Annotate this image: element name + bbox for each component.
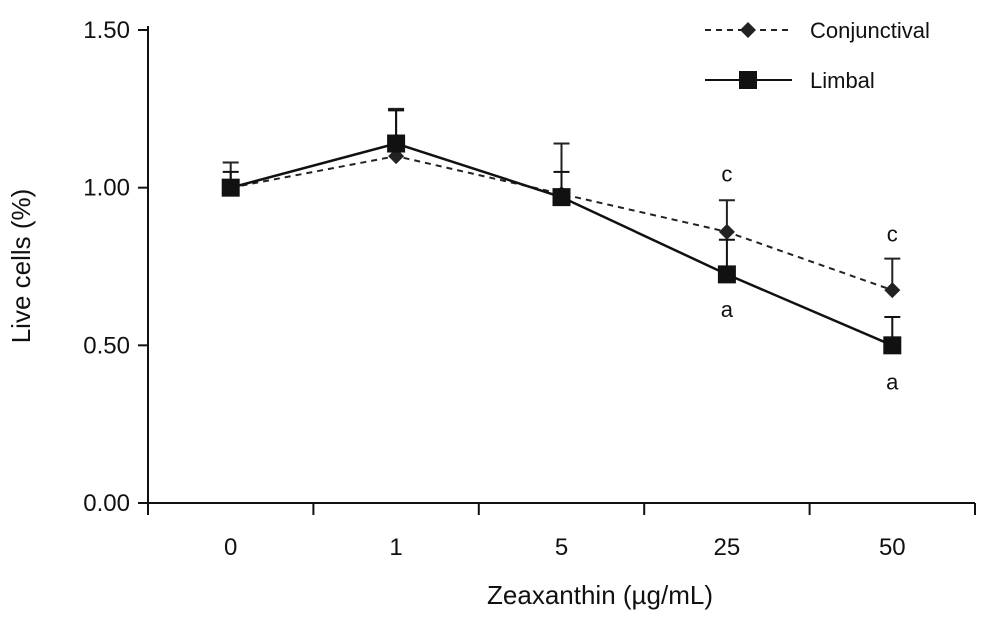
series-layer — [221, 107, 902, 355]
legend-marker — [740, 22, 756, 38]
significance-label: a — [721, 297, 734, 322]
x-tick-label: 50 — [879, 534, 906, 561]
y-axis-title: Live cells (%) — [6, 189, 36, 344]
legend: Conjunctival Limbal — [705, 18, 930, 93]
x-tick-label: 5 — [555, 534, 568, 561]
x-tick-label: 1 — [389, 534, 402, 561]
significance-label: a — [886, 369, 899, 394]
legend-item-conjunctival: Conjunctival — [705, 18, 930, 43]
y-tick-label: 0.50 — [83, 332, 130, 359]
data-point-square — [717, 265, 736, 284]
significance-label: c — [721, 161, 732, 186]
data-point-square — [387, 134, 406, 153]
y-tick-label: 1.50 — [83, 17, 130, 44]
axes: 0.00 0.50 1.00 1.50 0 1 5 25 50 — [83, 17, 976, 561]
data-point-diamond — [884, 282, 901, 299]
y-tick-label: 1.00 — [83, 175, 130, 202]
series-limbal — [221, 109, 902, 355]
significance-label: c — [887, 221, 898, 246]
annotations: c c a a — [721, 161, 899, 394]
legend-item-limbal: Limbal — [705, 68, 875, 93]
data-point-square — [221, 178, 240, 197]
data-point-diamond — [718, 223, 735, 240]
legend-label: Conjunctival — [810, 18, 930, 43]
series-line — [230, 155, 893, 292]
y-tick-label: 0.00 — [83, 490, 130, 517]
data-point-square — [883, 336, 902, 355]
legend-marker — [739, 71, 757, 89]
data-point-square — [552, 188, 571, 207]
legend-label: Limbal — [810, 68, 875, 93]
x-axis-title: Zeaxanthin (µg/mL) — [487, 580, 713, 610]
x-tick-label: 25 — [714, 534, 741, 561]
x-tick-label: 0 — [224, 534, 237, 561]
